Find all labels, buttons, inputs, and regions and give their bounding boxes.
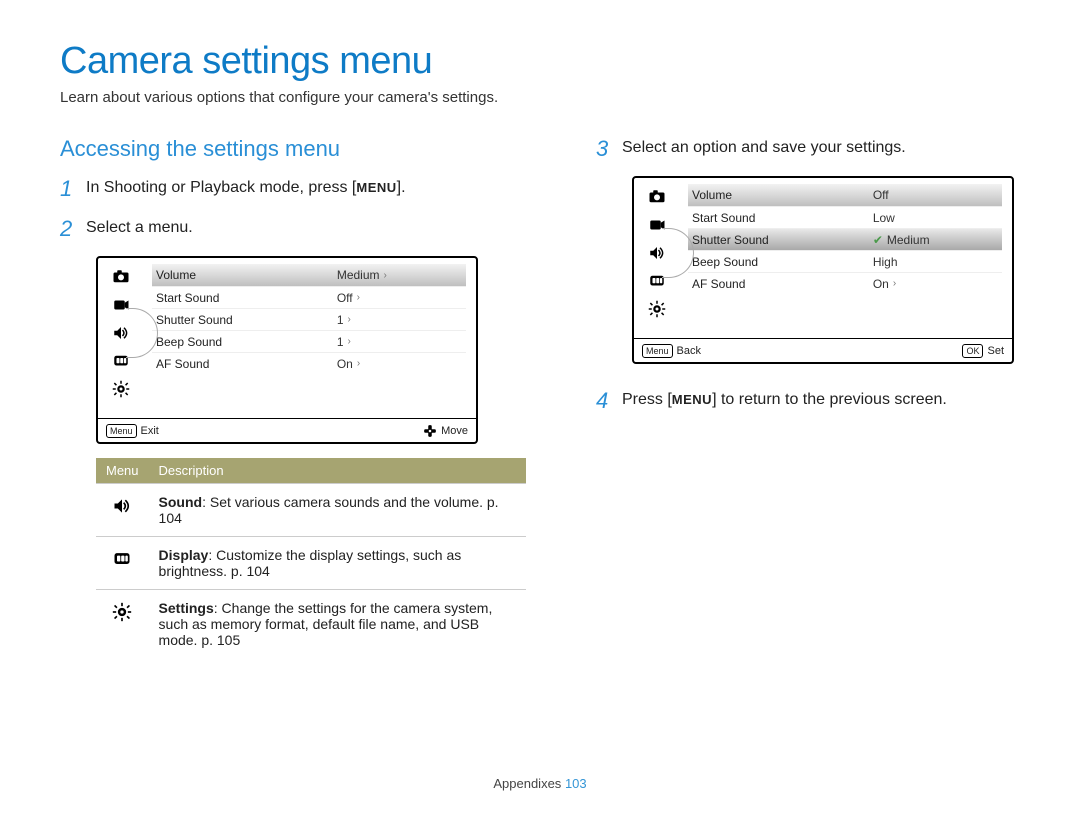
list-row-selected: Shutter Sound✔Medium xyxy=(688,228,1002,250)
tab-sound-icon xyxy=(106,322,136,344)
dpad-icon xyxy=(423,424,437,438)
chevron-right-icon: › xyxy=(348,336,351,347)
step-4: 4 Press [MENU] to return to the previous… xyxy=(596,388,1020,412)
list-row: Beep SoundHigh xyxy=(688,250,1002,272)
step-3-text: Select an option and save your settings. xyxy=(622,136,906,160)
check-icon: ✔ xyxy=(873,233,883,247)
footer-section-label: Appendixes xyxy=(493,776,561,791)
step-number: 4 xyxy=(596,388,622,412)
step-number: 1 xyxy=(60,176,86,200)
list-row: VolumeOff xyxy=(688,184,1002,206)
tab-camera-icon xyxy=(642,186,672,208)
table-row: Display: Customize the display settings,… xyxy=(96,537,526,590)
tab-camera-icon xyxy=(106,266,136,288)
menu-button-label: MENU xyxy=(356,178,396,198)
menu-description-table: Menu Description Sound: Set various came… xyxy=(96,458,526,658)
table-row: Settings: Change the settings for the ca… xyxy=(96,590,526,659)
page-footer: Appendixes 103 xyxy=(0,776,1080,791)
page-number: 103 xyxy=(565,776,587,791)
tab-display-icon xyxy=(642,270,672,292)
tab-sound-icon xyxy=(642,242,672,264)
camera-screen-select-option: VolumeOff Start SoundLow Shutter Sound✔M… xyxy=(632,176,1014,364)
list-row: Start SoundOff› xyxy=(152,286,466,308)
screen-footer: Menu Exit Move xyxy=(98,418,476,442)
step-1-text-post: ]. xyxy=(397,179,406,196)
footer-exit-label: Exit xyxy=(141,425,159,437)
step-3: 3 Select an option and save your setting… xyxy=(596,136,1020,160)
sound-icon xyxy=(96,484,149,537)
right-column: 3 Select an option and save your setting… xyxy=(596,126,1020,658)
list-row: AF SoundOn› xyxy=(688,272,1002,294)
step-number: 3 xyxy=(596,136,622,160)
step-2-text: Select a menu. xyxy=(86,216,193,240)
footer-menu-pill: Menu xyxy=(106,424,137,438)
camera-screen-select-menu: VolumeMedium› Start SoundOff› Shutter So… xyxy=(96,256,478,444)
chevron-right-icon: › xyxy=(384,270,387,281)
table-head-description: Description xyxy=(149,458,526,484)
step-1: 1 In Shooting or Playback mode, press [M… xyxy=(60,176,526,200)
intro-text: Learn about various options that configu… xyxy=(60,89,1020,106)
chevron-right-icon: › xyxy=(348,314,351,325)
display-icon xyxy=(96,537,149,590)
tab-settings-icon xyxy=(642,298,672,320)
screen-list: VolumeMedium› Start SoundOff› Shutter So… xyxy=(144,258,476,418)
list-row: AF SoundOn› xyxy=(152,352,466,374)
step-number: 2 xyxy=(60,216,86,240)
table-head-menu: Menu xyxy=(96,458,149,484)
tab-settings-icon xyxy=(106,378,136,400)
step-4-text-pre: Press [ xyxy=(622,391,672,408)
screen-tab-bar xyxy=(98,258,144,418)
page-title: Camera settings menu xyxy=(60,40,1020,83)
section-heading: Accessing the settings menu xyxy=(60,136,526,162)
menu-button-label: MENU xyxy=(672,390,712,410)
footer-menu-pill: Menu xyxy=(642,344,673,358)
footer-set-label: Set xyxy=(987,345,1004,357)
footer-ok-pill: OK xyxy=(962,344,983,358)
step-1-text-pre: In Shooting or Playback mode, press [ xyxy=(86,179,356,196)
list-row: VolumeMedium› xyxy=(152,264,466,286)
list-row: Beep Sound1› xyxy=(152,330,466,352)
list-row: Start SoundLow xyxy=(688,206,1002,228)
tab-video-icon xyxy=(642,214,672,236)
tab-video-icon xyxy=(106,294,136,316)
tab-display-icon xyxy=(106,350,136,372)
screen-list: VolumeOff Start SoundLow Shutter Sound✔M… xyxy=(680,178,1012,338)
screen-tab-bar xyxy=(634,178,680,338)
footer-move-label: Move xyxy=(441,425,468,437)
step-4-text-post: ] to return to the previous screen. xyxy=(712,391,947,408)
screen-footer: Menu Back OK Set xyxy=(634,338,1012,362)
chevron-right-icon: › xyxy=(357,358,360,369)
gear-icon xyxy=(96,590,149,659)
footer-back-label: Back xyxy=(677,345,701,357)
chevron-right-icon: › xyxy=(357,292,360,303)
list-row: Shutter Sound1› xyxy=(152,308,466,330)
left-column: Accessing the settings menu 1 In Shootin… xyxy=(60,126,526,658)
chevron-right-icon: › xyxy=(893,278,896,289)
table-row: Sound: Set various camera sounds and the… xyxy=(96,484,526,537)
step-2: 2 Select a menu. xyxy=(60,216,526,240)
